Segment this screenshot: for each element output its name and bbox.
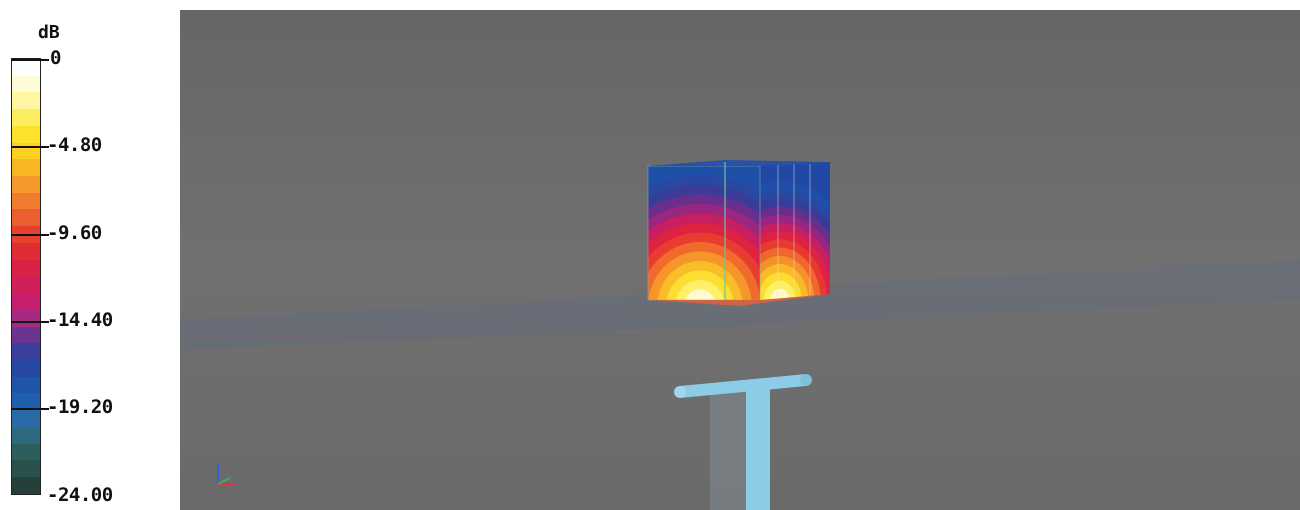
color-scale-segment — [12, 410, 40, 427]
color-scale-segment — [12, 326, 40, 344]
cube-top-face — [648, 160, 830, 166]
color-scale-segment — [12, 242, 40, 260]
contour-band — [763, 280, 797, 300]
legend-tick-minus-14-40: -14.40 — [47, 309, 113, 331]
probe-crossbar-end — [674, 386, 686, 398]
color-scale-segment — [12, 125, 40, 143]
legend-tick-mark — [11, 59, 49, 61]
color-scale-bar — [11, 58, 41, 495]
color-scale-segment — [12, 59, 40, 76]
color-scale-segment — [12, 209, 40, 227]
field-cube-front-face — [648, 166, 760, 300]
legend-tick-mark — [11, 408, 49, 410]
color-scale-segment — [12, 476, 40, 494]
legend-tick-mark — [11, 146, 49, 148]
color-scale-segment — [12, 109, 40, 126]
cube-bottom-edge — [650, 294, 830, 306]
color-scale-segment — [12, 159, 40, 177]
legend-tick-minus-19-20: -19.20 — [47, 396, 113, 418]
probe-stem — [746, 384, 770, 510]
legend-tick-mark — [11, 321, 49, 323]
color-scale-segment — [12, 92, 40, 110]
color-scale-segment — [12, 276, 40, 294]
color-scale-segment — [12, 393, 40, 411]
legend-unit-label: dB — [38, 22, 60, 43]
color-scale-segment — [12, 293, 40, 310]
color-scale-segment — [12, 176, 40, 193]
contour-band — [769, 288, 791, 300]
contour-band — [685, 289, 715, 300]
legend-tick-minus-24-00: -24.00 — [47, 484, 113, 506]
color-scale-segment — [12, 359, 40, 377]
3d-viewport[interactable] — [180, 10, 1300, 510]
color-scale-segment — [12, 259, 40, 277]
scene-canvas[interactable] — [180, 10, 1300, 510]
stand-shadow — [710, 392, 746, 510]
field-cube-side-face — [760, 162, 830, 300]
axis-triad-icon — [217, 464, 236, 485]
legend-tick-minus-4-80: -4.80 — [47, 134, 102, 156]
color-scale-segment — [12, 460, 40, 477]
color-scale-segment — [12, 376, 40, 394]
probe-crossbar-end — [800, 374, 812, 386]
legend-tick-mark — [11, 234, 49, 236]
color-scale-segment — [12, 443, 40, 461]
probe-crossbar — [680, 374, 806, 398]
color-scale-segment — [12, 426, 40, 444]
legend-tick-0: 0 — [50, 47, 61, 69]
color-scale-legend: dB 0 -4.80 -9.60 -14.40 -19.20 -24.00 — [0, 0, 178, 510]
color-scale-segment — [12, 343, 40, 360]
color-scale-segment — [12, 309, 40, 327]
legend-tick-minus-9-60: -9.60 — [47, 222, 102, 244]
color-scale-segment — [12, 75, 40, 93]
color-scale-segment — [12, 192, 40, 210]
